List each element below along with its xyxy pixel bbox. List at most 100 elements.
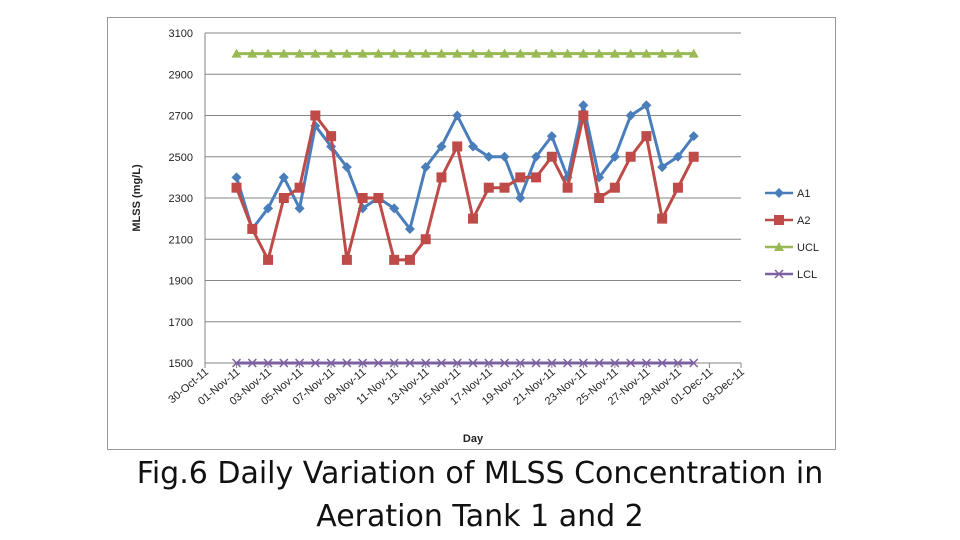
point [326, 48, 337, 58]
point [515, 193, 526, 203]
point [626, 358, 636, 368]
point [499, 48, 510, 58]
point [672, 48, 683, 58]
point [263, 358, 273, 368]
point [247, 223, 258, 234]
point [436, 358, 447, 368]
point [452, 48, 463, 58]
point [389, 358, 399, 368]
point [341, 254, 352, 265]
point [609, 182, 620, 193]
point [641, 48, 652, 58]
point [515, 172, 526, 183]
point [468, 358, 478, 368]
legend-marker [774, 269, 784, 279]
point [231, 48, 242, 58]
point [594, 48, 605, 58]
point [625, 48, 636, 58]
point [468, 141, 478, 152]
point [672, 151, 683, 162]
point [389, 254, 400, 265]
point [247, 48, 258, 58]
legend-label: A1 [797, 188, 810, 200]
caption-line: Fig.6 Daily Variation of MLSS Concentrat… [136, 456, 824, 491]
point [657, 162, 668, 173]
point [358, 358, 368, 368]
point [641, 100, 652, 111]
point [578, 48, 589, 58]
point [341, 162, 352, 173]
y-tick-label: 3100 [169, 28, 193, 40]
point [531, 151, 542, 162]
point [295, 358, 305, 368]
caption: Fig.6 Daily Variation of MLSS Concentrat… [0, 452, 960, 538]
y-axis-title: MLSS (mg/L) [131, 164, 143, 232]
point [373, 358, 383, 368]
point [310, 110, 321, 121]
x-axis-title: Day [463, 433, 484, 445]
point [405, 358, 415, 368]
point [247, 358, 257, 368]
point [609, 48, 620, 58]
y-tick-label: 2500 [169, 152, 193, 164]
point [499, 358, 510, 368]
point [562, 182, 573, 193]
legend-marker [774, 215, 784, 225]
point [373, 193, 384, 203]
legend-marker [774, 242, 784, 251]
point [515, 48, 526, 58]
point [357, 193, 368, 203]
point [310, 48, 321, 58]
point [688, 131, 699, 142]
y-tick-label: 1500 [169, 358, 193, 370]
legend-marker [774, 188, 784, 198]
point [594, 358, 604, 368]
point [546, 48, 557, 58]
point [578, 358, 588, 368]
point [499, 151, 510, 162]
point [625, 151, 636, 162]
point [326, 358, 336, 368]
point [468, 48, 478, 58]
point [231, 358, 242, 368]
point [263, 254, 274, 265]
point [468, 213, 478, 224]
chart-frame [107, 17, 836, 450]
caption-line: Aeration Tank 1 and 2 [316, 499, 644, 534]
point [673, 358, 683, 368]
point [531, 358, 541, 368]
point [436, 141, 447, 152]
point [688, 48, 699, 58]
point [641, 131, 652, 142]
point [499, 182, 510, 193]
point [531, 172, 542, 183]
point [310, 358, 320, 368]
point [263, 48, 274, 58]
point [278, 48, 289, 58]
point [483, 151, 494, 162]
point [610, 358, 620, 368]
series-line [235, 102, 695, 233]
point [357, 48, 368, 58]
point [546, 151, 557, 162]
point [452, 358, 462, 368]
y-tick-label: 1900 [169, 276, 193, 288]
point [483, 48, 494, 58]
point [420, 48, 431, 58]
point [436, 48, 447, 58]
point [452, 110, 463, 121]
y-tick-label: 2300 [169, 193, 193, 205]
point [373, 48, 384, 58]
point [420, 234, 431, 245]
point [672, 182, 683, 193]
point [420, 162, 431, 173]
point [421, 358, 431, 368]
point [294, 48, 305, 58]
point [483, 182, 494, 193]
point [594, 193, 605, 203]
legend-label: UCL [797, 242, 819, 254]
point [657, 213, 668, 224]
legend-label: LCL [797, 269, 817, 281]
point [341, 48, 352, 58]
